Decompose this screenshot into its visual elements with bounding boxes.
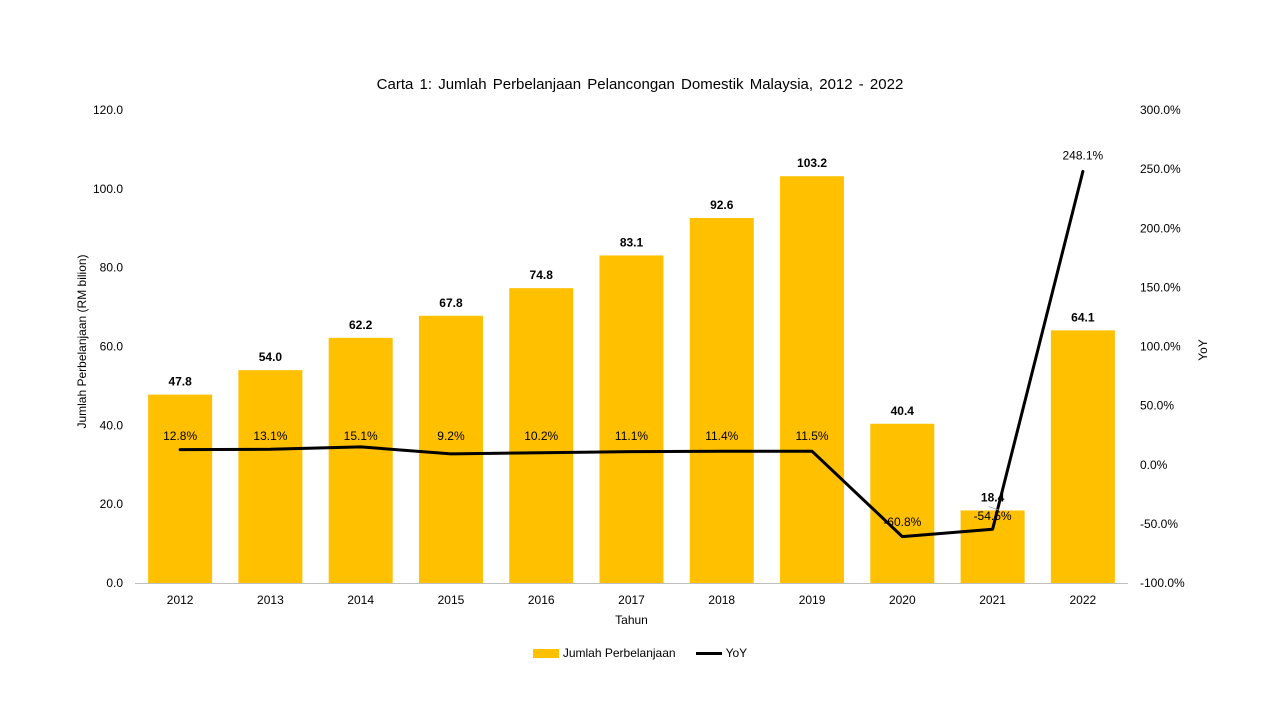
chart-title: Carta 1: Jumlah Perbelanjaan Pelancongan… — [376, 76, 904, 93]
x-tick-label: 2012 — [167, 593, 194, 607]
legend-line-swatch — [695, 651, 722, 655]
bar-label-2018: 92.6 — [710, 198, 734, 212]
bar-2012 — [148, 394, 213, 583]
bar-label-2022: 64.1 — [1071, 310, 1095, 324]
bar-label-2020: 40.4 — [891, 404, 915, 418]
leader-line-2021 — [988, 506, 999, 511]
yoy-label-2012: 12.8% — [163, 429, 197, 443]
y2-tick-label: -50.0% — [1140, 517, 1178, 531]
yoy-label-2018: 11.4% — [705, 429, 738, 443]
bar-2022 — [1050, 330, 1115, 583]
legend-bar-swatch — [532, 648, 559, 658]
yoy-label-2015: 9.2% — [437, 429, 465, 443]
y2-tick-label: 300.0% — [1140, 103, 1181, 117]
legend-item-line: YoY — [695, 646, 748, 660]
yoy-label-2022: 248.1% — [1063, 148, 1104, 162]
bar-label-2012: 47.8 — [168, 375, 192, 389]
y2-tick-label: -100.0% — [1140, 576, 1185, 590]
bar-label-2013: 54.0 — [259, 350, 283, 364]
y2-tick-label: 0.0% — [1140, 458, 1168, 472]
bar-2019 — [780, 176, 845, 583]
bar-label-2019: 103.2 — [797, 156, 827, 170]
bar-label-2016: 74.8 — [530, 268, 554, 282]
x-tick-label: 2018 — [708, 593, 735, 607]
bar-label-2015: 67.8 — [439, 296, 463, 310]
x-tick-label: 2021 — [979, 593, 1006, 607]
y-tick-label: 20.0 — [100, 497, 124, 511]
yoy-label-2016: 10.2% — [524, 429, 558, 443]
y-tick-label: 120.0 — [93, 103, 123, 117]
bar-2014 — [328, 337, 393, 583]
bar-2013 — [238, 370, 303, 583]
y-axis-title: Jumlah Perbelanjaan (RM bilion) — [75, 254, 89, 428]
y-tick-label: 0.0 — [106, 576, 123, 590]
chart-legend: Jumlah Perbelanjaan YoY — [0, 646, 1280, 660]
yoy-label-2021: -54.5% — [974, 509, 1012, 523]
x-tick-label: 2017 — [618, 593, 645, 607]
x-tick-label: 2014 — [347, 593, 374, 607]
yoy-label-2019: 11.5% — [795, 429, 828, 443]
y2-tick-label: 200.0% — [1140, 221, 1181, 235]
y2-tick-label: 50.0% — [1140, 399, 1174, 413]
bar-2018 — [689, 218, 754, 584]
bar-2016 — [509, 288, 574, 583]
yoy-label-2017: 11.1% — [615, 429, 648, 443]
y2-tick-label: 100.0% — [1140, 340, 1181, 354]
x-tick-label: 2020 — [889, 593, 916, 607]
x-tick-label: 2013 — [257, 593, 284, 607]
y-tick-label: 40.0 — [100, 418, 124, 432]
y-tick-label: 60.0 — [100, 340, 124, 354]
bar-2020 — [870, 423, 935, 583]
y-tick-label: 80.0 — [100, 261, 124, 275]
bar-2015 — [418, 315, 483, 583]
bar-2017 — [599, 255, 664, 583]
bar-2021 — [960, 510, 1025, 583]
yoy-label-2013: 13.1% — [253, 429, 287, 443]
y-tick-label: 100.0 — [93, 182, 123, 196]
yoy-line — [178, 169, 1085, 539]
yoy-label-2014: 15.1% — [344, 429, 378, 443]
x-tick-label: 2022 — [1070, 593, 1097, 607]
x-tick-label: 2019 — [799, 593, 826, 607]
y2-tick-label: 250.0% — [1140, 162, 1181, 176]
x-tick-label: 2015 — [438, 593, 465, 607]
x-tick-label: 2016 — [528, 593, 555, 607]
legend-label-bars: Jumlah Perbelanjaan — [562, 646, 676, 660]
yoy-label-2020: -60.8% — [883, 515, 921, 529]
x-axis-title: Tahun — [615, 613, 648, 627]
y2-axis-title: YoY — [1196, 339, 1210, 361]
bar-label-2014: 62.2 — [349, 318, 373, 332]
legend-label-line: YoY — [725, 646, 748, 660]
bar-label-2017: 83.1 — [620, 235, 644, 249]
y2-tick-label: 150.0% — [1140, 280, 1181, 294]
legend-item-bars: Jumlah Perbelanjaan — [532, 646, 676, 660]
